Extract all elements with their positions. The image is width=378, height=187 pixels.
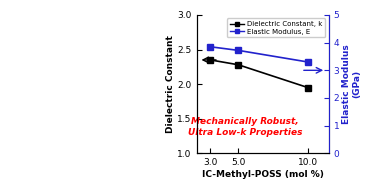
X-axis label: IC-Methyl-POSS (mol %): IC-Methyl-POSS (mol %) xyxy=(202,170,324,179)
Legend: Dielectric Constant, k, Elastic Modulus, E: Dielectric Constant, k, Elastic Modulus,… xyxy=(227,19,325,37)
Y-axis label: Elastic Modulus
(GPa): Elastic Modulus (GPa) xyxy=(342,44,362,124)
Text: Mechanically Robust,
Ultra Low-k Properties: Mechanically Robust, Ultra Low-k Propert… xyxy=(188,117,302,137)
Y-axis label: Dielectric Constant: Dielectric Constant xyxy=(166,35,175,133)
